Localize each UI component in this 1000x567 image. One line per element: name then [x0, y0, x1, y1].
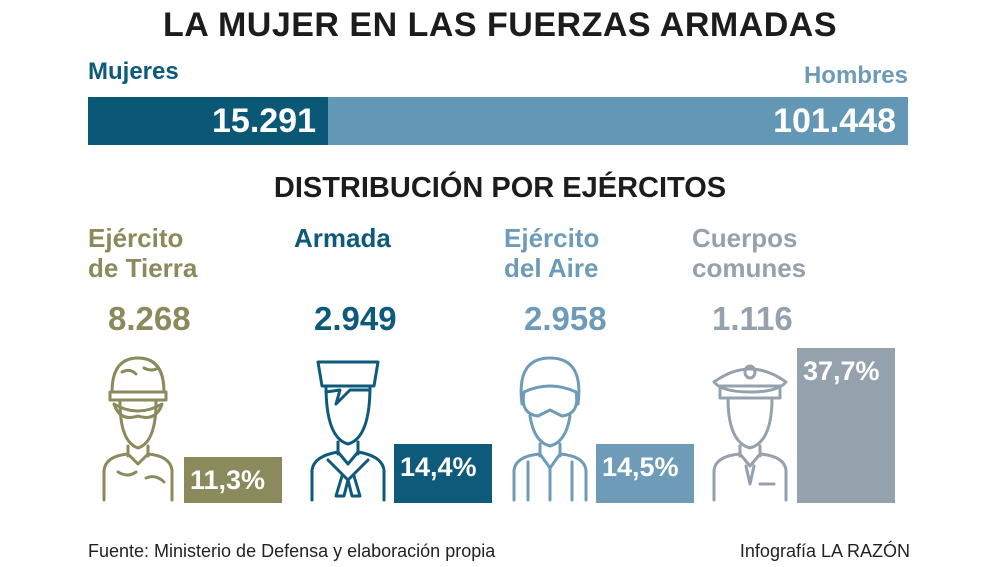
subtitle: DISTRIBUCIÓN POR EJÉRCITOS — [273, 172, 727, 204]
branch-count: 2.949 — [314, 300, 397, 337]
branch-count: 8.268 — [108, 300, 191, 337]
branch-label: Ejército del Aire — [504, 223, 599, 283]
percentage-label: 37,7% — [803, 356, 880, 387]
branch-label: Cuerpos comunes — [692, 223, 806, 283]
total-bar: 15.291 101.448 — [88, 97, 908, 145]
percentage-bar: 14,5% — [596, 443, 694, 503]
branch-count: 2.958 — [524, 300, 607, 337]
source-note: Fuente: Ministerio de Defensa y elaborac… — [88, 541, 496, 561]
branch-label-line: Ejército — [504, 223, 600, 253]
women-label: Mujeres — [88, 58, 179, 85]
soldier-icon — [96, 352, 180, 509]
credit: Infografía LA RAZÓN — [739, 541, 910, 561]
men-value: 101.448 — [773, 102, 896, 140]
percentage-label: 11,3% — [190, 464, 266, 495]
percentage-label: 14,4% — [400, 451, 477, 482]
branch-label-line: Armada — [294, 223, 391, 253]
page-title: LA MUJER EN LAS FUERZAS ARMADAS — [162, 6, 838, 44]
sailor-icon — [306, 352, 390, 509]
percentage-bar: 37,7% — [797, 348, 895, 503]
percentage-bar: 11,3% — [184, 456, 282, 503]
branch-label-line: Ejército — [88, 223, 184, 253]
men-label: Hombres — [803, 62, 908, 89]
pilot-icon — [508, 352, 592, 509]
percentage-bar: 14,4% — [394, 443, 492, 503]
branch-label-line: Cuerpos — [692, 223, 798, 253]
women-value: 15.291 — [212, 102, 316, 140]
percentage-label: 14,5% — [602, 451, 679, 482]
branch-label-line: del Aire — [504, 253, 599, 283]
branch-label-line: comunes — [692, 253, 807, 283]
branch-label: Ejército de Tierra — [88, 223, 197, 283]
branch-label-line: de Tierra — [88, 253, 198, 283]
women-bar-segment: 15.291 — [88, 97, 328, 145]
branch-label: Armada — [294, 223, 391, 253]
officer-icon — [708, 352, 792, 509]
branch-count: 1.116 — [712, 300, 793, 337]
